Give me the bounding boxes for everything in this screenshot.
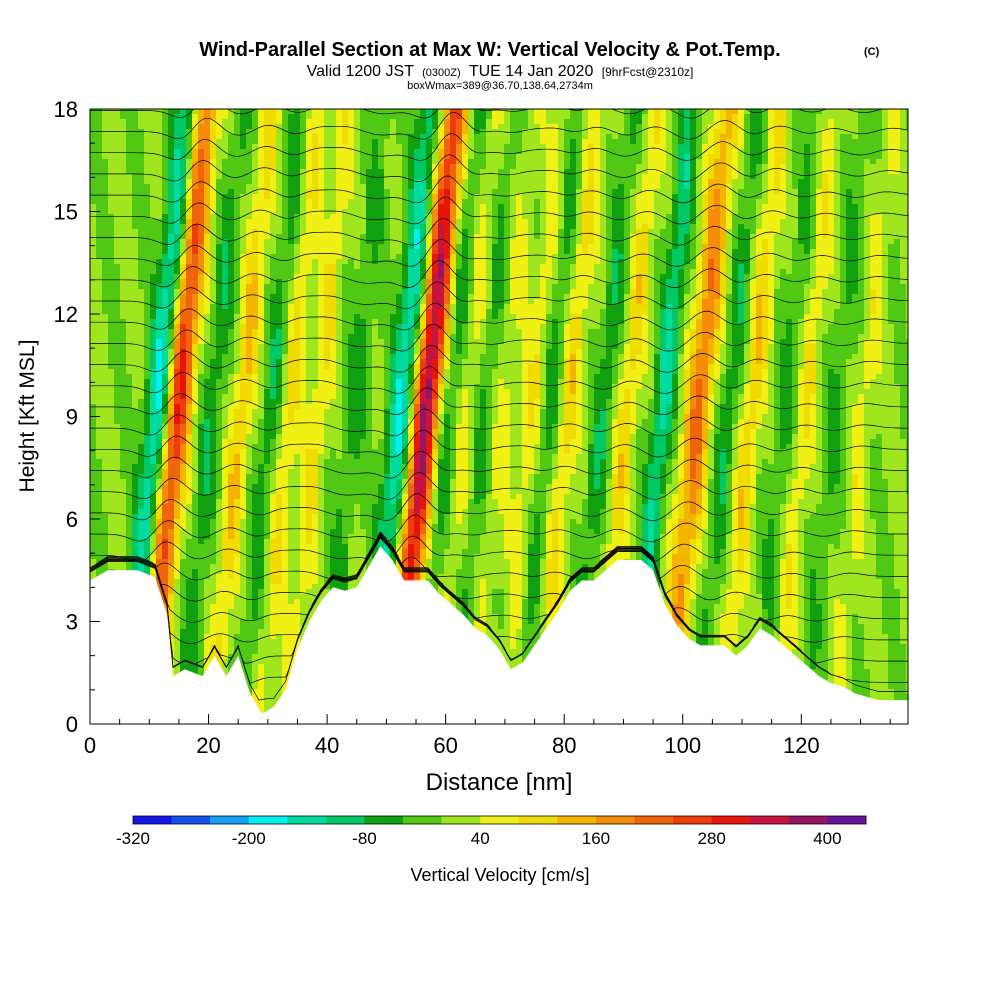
colorbar-swatch (827, 816, 867, 824)
colorbar-swatch (287, 816, 327, 824)
y-tick-label: 6 (66, 507, 78, 532)
colorbar-swatch (595, 816, 635, 824)
theta-contour-line (90, 532, 908, 581)
theta-contour-line (90, 514, 908, 543)
box-info: boxWmax=389@36.70,138.64,2734m (407, 80, 593, 92)
colorbar-frame (132, 815, 867, 825)
colorbar-tick-label: 160 (582, 829, 610, 848)
valid-time-line: Valid 1200 JST (0300Z) TUE 14 Jan 2020 [… (307, 63, 694, 80)
x-tick-label: 80 (552, 733, 576, 758)
theta-contour-line (90, 344, 908, 373)
colorbar-swatch (441, 816, 481, 824)
theta-contour-line (90, 533, 908, 623)
theta-contour-line (90, 133, 908, 161)
colorbar-swatch (557, 816, 597, 824)
y-axis-label: Height [Kft MSL] (16, 340, 39, 493)
colorbar-swatch (634, 816, 674, 824)
y-tick-label: 9 (66, 405, 78, 430)
valid-prefix: Valid 1200 JST (307, 63, 415, 80)
y-tick-label: 0 (66, 712, 78, 737)
colorbar-swatch (518, 816, 558, 824)
copyright-mark: (C) (864, 46, 880, 58)
y-tick-label: 18 (54, 97, 78, 122)
colorbar-swatch (325, 816, 365, 824)
theta-contour-line (90, 493, 908, 521)
theta-contour-line (90, 323, 908, 352)
chart-title: Wind-Parallel Section at Max W: Vertical… (199, 39, 780, 61)
y-tick-label: 15 (54, 200, 78, 225)
theta-contour-line (90, 387, 908, 415)
colorbar-swatch (210, 816, 250, 824)
colorbar-tick-label: -320 (116, 829, 150, 848)
colorbar-swatch (788, 816, 828, 824)
theta-contour-line (90, 196, 908, 225)
colorbar-label: Vertical Velocity [cm/s] (410, 865, 589, 885)
y-axis: 0 3 6 9 12 15 18 (54, 97, 100, 737)
colorbar-swatch (750, 816, 790, 824)
valid-date: TUE 14 Jan 2020 (469, 63, 594, 80)
theta-contour-line (90, 154, 908, 182)
theta-contour-line (90, 450, 908, 479)
theta-contour-line (90, 175, 908, 204)
theta-contour-line (90, 535, 908, 665)
x-tick-label: 120 (783, 733, 820, 758)
theta-contour-line (90, 537, 908, 701)
theta-contour-line (90, 112, 908, 140)
theta-contour-line (90, 109, 884, 119)
colorbar-swatch (248, 816, 288, 824)
theta-contours (90, 109, 908, 701)
x-tick-label: 20 (196, 733, 220, 758)
theta-contour-line (90, 536, 908, 684)
theta-contour-line (90, 472, 908, 500)
colorbar-tick-label: 280 (697, 829, 725, 848)
forecast-info: [9hrFcst@2310z] (602, 65, 694, 79)
terrain-profile (90, 546, 908, 724)
plot-area (90, 109, 908, 724)
x-tick-label: 0 (84, 733, 96, 758)
theta-contour-line (90, 281, 908, 310)
colorbar-tick-label: -80 (352, 829, 377, 848)
colorbar: -320 -200 -80 40 160 280 400 (116, 815, 867, 848)
theta-contour-line (90, 531, 908, 563)
x-axis: 0 20 40 60 80 100 120 (84, 714, 891, 758)
theta-contour-line (90, 533, 908, 602)
velocity-field (90, 109, 908, 724)
theta-contour-line (90, 408, 908, 437)
colorbar-tick-label: 400 (813, 829, 841, 848)
x-axis-label: Distance [nm] (426, 769, 573, 796)
theta-contour-line (90, 260, 908, 288)
theta-contour-line (90, 217, 908, 246)
colorbar-swatch (480, 816, 520, 824)
x-tick-label: 100 (664, 733, 701, 758)
colorbar-swatch (673, 816, 712, 824)
valid-utc: (0300Z) (422, 67, 461, 79)
colorbar-swatch (711, 816, 751, 824)
colorbar-swatch (133, 816, 172, 824)
x-tick-label: 40 (315, 733, 339, 758)
x-tick-label: 60 (433, 733, 457, 758)
theta-contour-line (90, 366, 908, 394)
theta-contour-line (90, 239, 908, 267)
colorbar-swatch (403, 816, 442, 824)
colorbar-tick-label: 40 (471, 829, 490, 848)
theta-contour-line (90, 534, 908, 644)
colorbar-swatch (364, 816, 404, 824)
y-tick-label: 12 (54, 302, 78, 327)
terrain-layer (90, 546, 908, 724)
colorbar-swatch (171, 816, 211, 824)
theta-contour-line (90, 429, 908, 458)
y-tick-label: 3 (66, 610, 78, 635)
theta-contour-line (90, 302, 908, 331)
colorbar-tick-label: -200 (232, 829, 266, 848)
